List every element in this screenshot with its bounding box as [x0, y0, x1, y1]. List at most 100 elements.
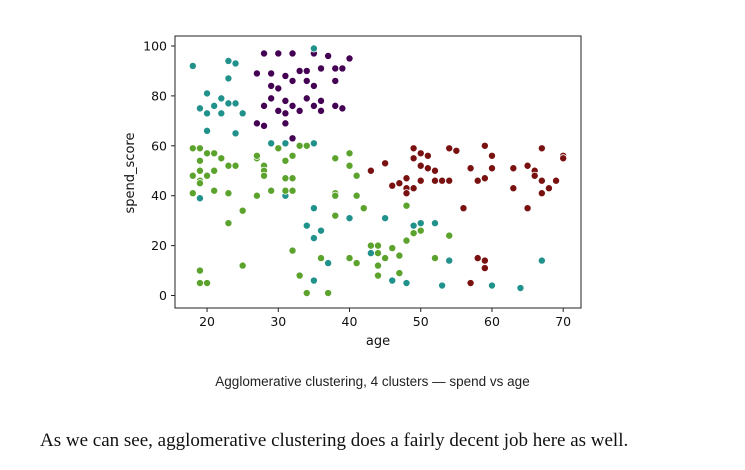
scatter-point-cluster-3 [530, 171, 539, 180]
scatter-point-cluster-2 [373, 249, 382, 258]
scatter-point-cluster-1 [224, 74, 233, 83]
scatter-point-cluster-2 [359, 204, 368, 213]
scatter-point-cluster-0 [274, 84, 283, 93]
y-axis-label: spend_score [123, 133, 138, 214]
scatter-point-cluster-2 [373, 261, 382, 270]
scatter-point-cluster-3 [523, 161, 532, 170]
x-tick-label: 70 [555, 314, 571, 329]
scatter-point-cluster-1 [281, 139, 290, 148]
scatter-point-cluster-1 [309, 44, 318, 53]
scatter-point-cluster-2 [210, 186, 219, 195]
scatter-point-cluster-1 [402, 279, 411, 288]
scatter-point-cluster-0 [295, 66, 304, 75]
scatter-point-cluster-2 [252, 191, 261, 200]
scatter-point-cluster-2 [195, 179, 204, 188]
data-points [188, 44, 568, 298]
scatter-point-cluster-1 [366, 249, 375, 258]
scatter-point-cluster-3 [480, 174, 489, 183]
scatter-point-cluster-0 [281, 119, 290, 128]
scatter-point-cluster-1 [445, 256, 454, 265]
scatter-point-cluster-2 [388, 244, 397, 253]
scatter-point-cluster-3 [381, 159, 390, 168]
scatter-point-cluster-3 [473, 176, 482, 185]
scatter-point-cluster-3 [537, 176, 546, 185]
scatter-point-cluster-3 [388, 181, 397, 190]
scatter-point-cluster-0 [295, 106, 304, 115]
scatter-point-cluster-2 [195, 266, 204, 275]
scatter-point-cluster-3 [480, 256, 489, 265]
scatter-point-cluster-2 [302, 289, 311, 298]
scatter-point-cluster-2 [395, 269, 404, 278]
scatter-point-cluster-2 [402, 201, 411, 210]
scatter-point-cluster-0 [288, 134, 297, 143]
axis-ticks: 20 30 40 50 60 70 0 20 40 60 80 100 [143, 38, 571, 329]
scatter-point-cluster-2 [281, 174, 290, 183]
scatter-point-cluster-2 [195, 166, 204, 175]
y-tick-label: 40 [151, 188, 167, 203]
scatter-point-cluster-1 [516, 284, 525, 293]
scatter-point-cluster-3 [395, 179, 404, 188]
scatter-point-cluster-1 [309, 204, 318, 213]
scatter-point-cluster-0 [324, 51, 333, 60]
scatter-point-cluster-1 [409, 221, 418, 230]
scatter-point-cluster-0 [260, 121, 269, 130]
scatter-point-cluster-2 [195, 156, 204, 165]
scatter-point-cluster-3 [552, 176, 561, 185]
scatter-point-cluster-2 [224, 219, 233, 228]
scatter-point-cluster-3 [452, 146, 461, 155]
scatter-point-cluster-0 [260, 101, 269, 110]
scatter-point-cluster-3 [459, 204, 468, 213]
scatter-point-cluster-1 [210, 101, 219, 110]
scatter-point-cluster-1 [345, 214, 354, 223]
scatter-point-cluster-0 [267, 81, 276, 90]
scatter-point-cluster-1 [430, 219, 439, 228]
scatter-point-cluster-3 [409, 154, 418, 163]
scatter-point-cluster-3 [487, 164, 496, 173]
scatter-point-cluster-1 [217, 94, 226, 103]
scatter-point-cluster-0 [260, 49, 269, 58]
scatter-point-cluster-3 [445, 144, 454, 153]
scatter-point-cluster-0 [302, 94, 311, 103]
scatter-point-cluster-3 [402, 189, 411, 198]
scatter-point-cluster-2 [238, 206, 247, 215]
scatter-point-cluster-0 [252, 69, 261, 78]
scatter-point-cluster-3 [544, 184, 553, 193]
scatter-point-cluster-0 [302, 66, 311, 75]
plot-frame [174, 35, 582, 309]
scatter-point-cluster-2 [352, 259, 361, 268]
scatter-point-cluster-2 [302, 141, 311, 150]
body-paragraph: As we can see, agglomerative clustering … [40, 430, 629, 451]
scatter-point-cluster-3 [537, 144, 546, 153]
scatter-point-cluster-2 [317, 254, 326, 263]
scatter-point-cluster-1 [217, 109, 226, 118]
scatter-point-cluster-1 [224, 56, 233, 65]
scatter-point-cluster-1 [537, 256, 546, 265]
scatter-point-cluster-1 [231, 99, 240, 108]
scatter-point-cluster-2 [195, 279, 204, 288]
scatter-point-cluster-1 [267, 139, 276, 148]
scatter-point-cluster-1 [388, 276, 397, 285]
scatter-point-cluster-2 [366, 241, 375, 250]
scatter-point-cluster-2 [188, 144, 197, 153]
scatter-point-cluster-2 [331, 191, 340, 200]
scatter-point-cluster-3 [537, 189, 546, 198]
scatter-point-cluster-2 [274, 144, 283, 153]
scatter-point-cluster-0 [288, 76, 297, 85]
scatter-point-cluster-0 [281, 71, 290, 80]
scatter-point-cluster-2 [210, 149, 219, 158]
scatter-point-cluster-1 [195, 104, 204, 113]
scatter-point-cluster-1 [231, 59, 240, 68]
scatter-point-cluster-3 [366, 166, 375, 175]
scatter-point-cluster-2 [288, 174, 297, 183]
scatter-point-cluster-2 [430, 254, 439, 263]
scatter-point-cluster-2 [203, 279, 212, 288]
scatter-point-cluster-2 [210, 166, 219, 175]
scatter-point-cluster-1 [203, 109, 212, 118]
scatter-point-cluster-0 [302, 76, 311, 85]
scatter-point-cluster-1 [309, 234, 318, 243]
scatter-point-cluster-2 [267, 186, 276, 195]
scatter-point-cluster-2 [217, 154, 226, 163]
scatter-point-cluster-2 [238, 261, 247, 270]
scatter-point-cluster-2 [188, 189, 197, 198]
scatter-point-cluster-3 [416, 161, 425, 170]
